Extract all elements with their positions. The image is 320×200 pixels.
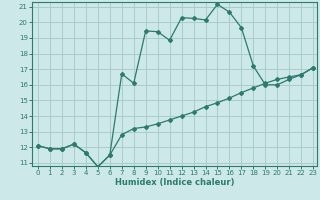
X-axis label: Humidex (Indice chaleur): Humidex (Indice chaleur) (115, 178, 234, 187)
